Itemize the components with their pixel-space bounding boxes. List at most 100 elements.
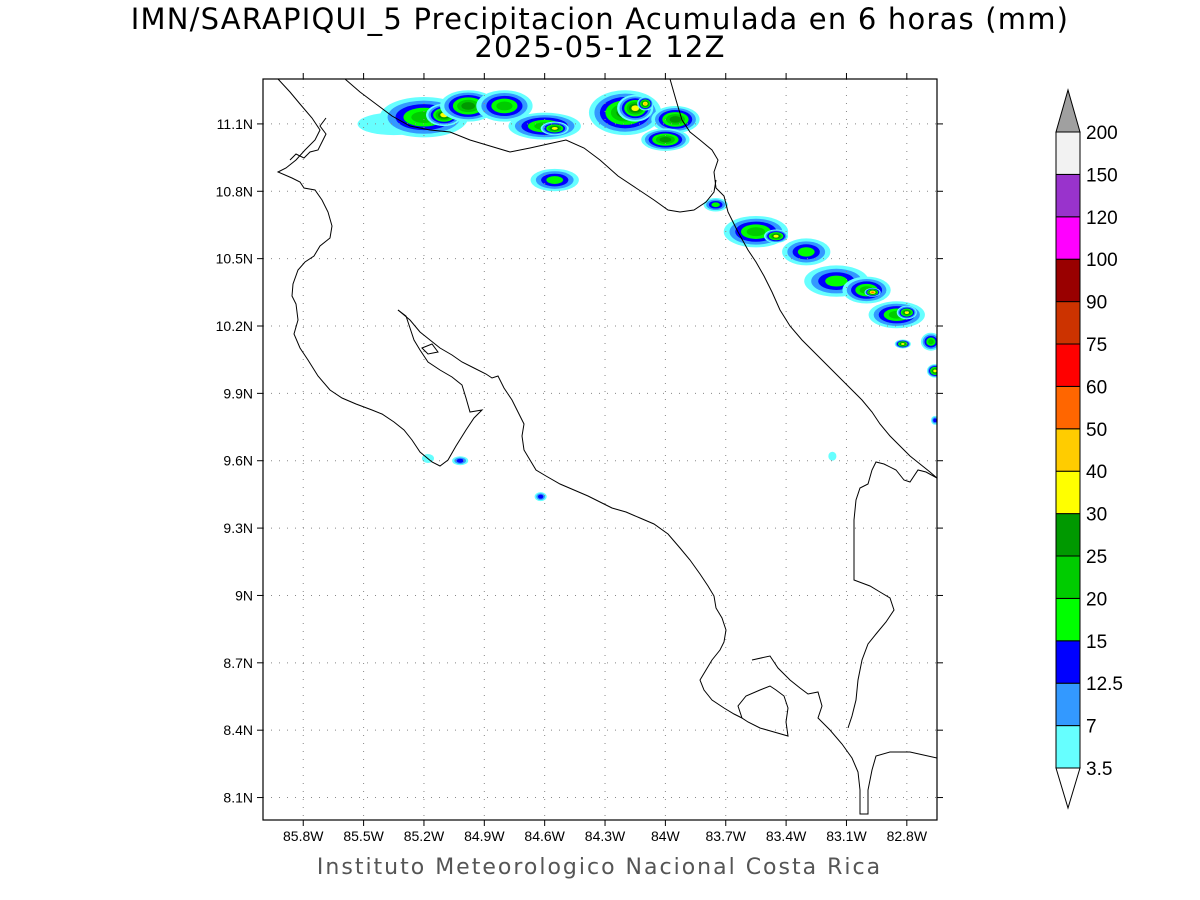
precip-cell [782,238,831,266]
precip-level-20 [928,339,934,345]
colorbar-label: 75 [1086,335,1107,356]
x-tick-label: 85.8W [283,828,324,844]
colorbar-swatch [1055,173,1081,218]
colorbar-swatch [1055,343,1081,387]
colorbar-legend: 3.5 7 12.5 15 20 25 30 40 50 60 75 90 100 120 150 200 [1055,88,1123,810]
colorbar-upper-extension [1055,88,1081,133]
pacific-coastline [276,79,484,467]
precip-cell [930,415,937,425]
colorbar-swatch [1055,258,1081,303]
colorbar-swatch [1055,428,1081,472]
y-tick-label: 8.1N [223,790,253,806]
colorbar-label: 120 [1086,208,1118,229]
x-tick-label: 85.5W [343,828,384,844]
precip-level-12.5 [933,418,937,423]
colorbar-label: 7 [1086,717,1097,738]
colorbar-label: 150 [1086,165,1118,186]
latitude-axis: 11.1N 10.8N 10.5N 10.2N 9.9N 9.6N 9.3N 9N 8.7N 8.… [216,116,943,806]
precip-level-20 [746,227,766,237]
precip-level-20 [496,101,513,111]
precip-level-12.5 [456,458,464,463]
y-tick-label: 9.9N [223,385,253,401]
coast-detail-north [289,117,327,161]
precip-level-30 [551,126,558,130]
precip-level-30 [904,311,909,314]
precip-cell [534,492,547,502]
x-tick-label: 82.8W [887,828,928,844]
colorbar-swatch [1055,513,1081,557]
precip-cell [452,456,469,466]
colorbar-lower-extension [1055,767,1081,810]
y-tick-label: 11.1N [217,116,253,132]
precip-level-25 [669,116,682,123]
y-tick-label: 10.5N [216,251,253,267]
precip-cell [641,128,690,151]
x-tick-label: 84W [651,828,681,844]
colorbar-swatch [1055,301,1081,345]
precip-cell [864,287,881,297]
colorbar-label: 30 [1086,505,1107,526]
y-tick-label: 9.6N [223,453,253,469]
precip-level-15 [825,275,848,287]
x-tick-label: 83.1W [826,828,867,844]
panama-border [847,461,937,729]
colorbar-label: 50 [1086,420,1107,441]
precip-cell [763,229,789,243]
map-subtitle: 2025-05-12 12Z [474,30,726,64]
precip-cell [651,105,700,133]
precip-level-12.5 [537,494,544,499]
colorbar-swatch [1055,216,1081,260]
colorbar-label: 100 [1086,250,1118,271]
nicaragua-border [344,79,717,213]
precip-level-30 [901,343,905,345]
precip-cell [530,168,579,192]
precip-level-30 [631,105,640,112]
precipitation-field [357,90,937,502]
precip-cell [540,121,569,136]
caribbean-coastline [669,79,937,479]
precip-level-3.5 [828,451,837,461]
colorbar-label: 40 [1086,462,1107,483]
colorbar-label: 12.5 [1086,674,1123,695]
colorbar-label: 60 [1086,377,1107,398]
colorbar-swatch [1055,640,1081,684]
colorbar-swatch [1055,385,1081,430]
osa-peninsula [737,685,789,737]
precip-cell [920,332,937,351]
y-tick-label: 10.8N [216,183,253,199]
precip-cell [894,339,911,349]
x-tick-label: 83.7W [706,828,747,844]
precip-level-25 [461,102,476,110]
x-tick-label: 84.6W [524,828,565,844]
y-tick-label: 9N [235,587,253,603]
precip-level-30 [933,369,937,373]
colorbar-label: 3.5 [1086,759,1112,780]
precip-cell [896,305,917,320]
colorbar-swatch [1055,597,1081,642]
precip-cell [637,96,654,111]
colorbar-swatch [1055,725,1081,769]
precip-cell [476,90,533,122]
precip-level-15 [797,247,815,257]
golfo-dulce-coast [751,655,937,815]
colorbar-swatch [1055,131,1081,175]
colorbar-swatch [1055,470,1081,515]
y-tick-label: 8.4N [223,722,253,738]
map-title: IMN/SARAPIQUI_5 Precipitacion Acumulada … [130,2,1070,36]
colorbar-label: 25 [1086,547,1107,568]
colorbar-label: 20 [1086,589,1107,610]
institution-footer: Instituto Meteorologico Nacional Costa R… [316,855,883,880]
nicoya-gulf-coast [397,309,743,719]
colorbar-label: 15 [1086,632,1107,653]
x-tick-label: 83.4W [766,828,807,844]
lat-lon-grid [263,79,937,820]
y-tick-label: 9.3N [223,520,253,536]
precip-level-15 [711,202,720,208]
x-tick-label: 84.3W [585,828,626,844]
precip-level-25 [659,136,672,143]
precip-level-40 [643,102,647,105]
x-tick-label: 85.2W [404,828,445,844]
y-tick-label: 8.7N [223,655,253,671]
precip-level-30 [773,234,779,238]
